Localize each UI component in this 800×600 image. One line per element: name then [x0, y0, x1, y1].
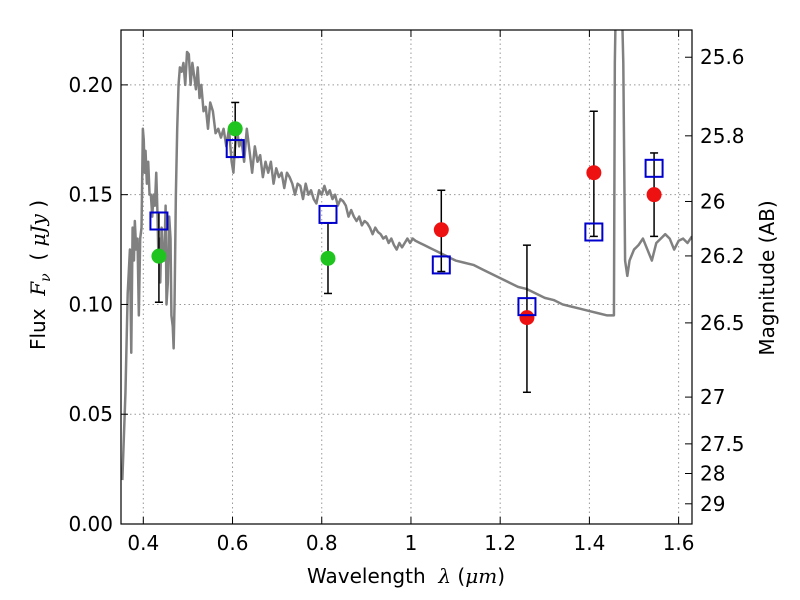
y-tick-label: 0.20: [68, 73, 113, 97]
y2-axis-title: Magnitude (AB): [755, 200, 779, 355]
x-tick-label: 0.8: [306, 531, 338, 555]
x-axis-title: Wavelength λ (μm): [307, 564, 505, 588]
x-tick-label: 1.6: [663, 531, 695, 555]
y-tick-label: 0.15: [68, 183, 113, 207]
green-data-point: [151, 248, 167, 264]
y2-tick-label: 25.8: [700, 124, 745, 148]
model-spectrum: [121, 30, 692, 481]
green-data-point: [320, 250, 336, 266]
y2-tick-label: 27.5: [700, 432, 745, 456]
model-square-point: [644, 158, 664, 178]
y-tick-label: 0.10: [68, 292, 113, 316]
model-square-point: [149, 211, 169, 231]
red-data-point: [519, 310, 535, 326]
x-axis-ticks: 0.4 0.6 0.8 1 1.2 1.4 1.6: [127, 30, 695, 555]
square-points: [149, 139, 664, 317]
model-square-point: [225, 139, 245, 159]
green-data-point: [227, 121, 243, 137]
green-points: [151, 121, 336, 266]
y2-tick-label: 26.2: [700, 244, 745, 268]
y2-tick-label: 29: [700, 492, 725, 516]
red-data-point: [433, 222, 449, 238]
y-tick-label: 0.05: [68, 402, 113, 426]
y-axis-title: Flux Fν ( μJy ): [26, 200, 54, 350]
y2-tick-label: 26.5: [700, 311, 745, 335]
model-spectrum-line: [121, 30, 692, 481]
model-square-point: [431, 255, 451, 275]
y2-tick-label: 26: [700, 189, 725, 213]
y2-tick-label: 25.6: [700, 45, 745, 69]
x-tick-label: 0.6: [217, 531, 249, 555]
y2-tick-label: 27: [700, 385, 725, 409]
y2-tick-label: 28: [700, 462, 725, 486]
y-axis-ticks: 0.00 0.05 0.10 0.15 0.20: [68, 73, 128, 536]
x-tick-label: 0.4: [127, 531, 159, 555]
red-data-point: [646, 187, 662, 203]
red-points: [433, 165, 662, 326]
x-tick-label: 1: [405, 531, 418, 555]
x-tick-label: 1.4: [573, 531, 605, 555]
y2-axis-ticks: 25.6 25.8 26 26.2 26.5 27 27.5 28 29: [685, 45, 745, 516]
model-square-point: [584, 222, 604, 242]
plot-frame: [120, 29, 693, 525]
grid: [121, 30, 692, 524]
y-tick-label: 0.00: [68, 512, 113, 536]
model-square-point: [318, 204, 338, 224]
model-square-point: [517, 297, 537, 317]
x-tick-label: 1.2: [484, 531, 516, 555]
red-data-point: [586, 165, 602, 181]
